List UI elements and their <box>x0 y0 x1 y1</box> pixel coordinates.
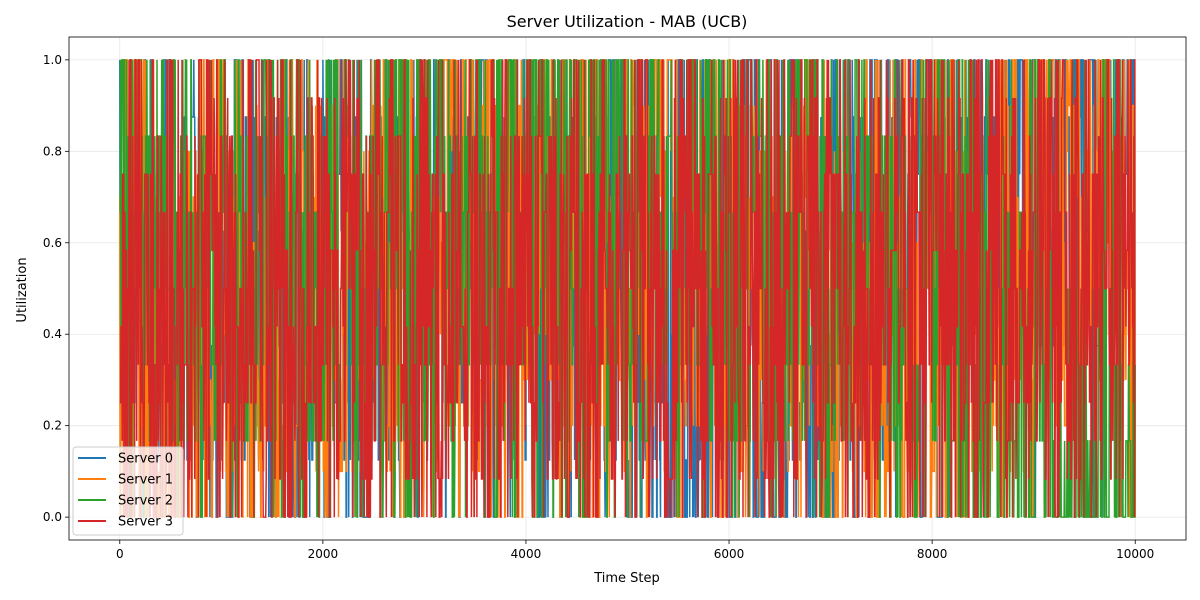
y-tick-label: 0.8 <box>43 144 62 158</box>
legend-box <box>72 446 184 536</box>
series-line-3 <box>119 59 1136 518</box>
y-tick-label: 0.2 <box>43 419 62 433</box>
legend-label: Server 3 <box>118 515 173 530</box>
y-tick-label: 1.0 <box>43 53 62 67</box>
x-tick-label: 4000 <box>511 547 542 561</box>
x-tick-label: 10000 <box>1116 547 1154 561</box>
legend-label: Server 2 <box>118 494 173 509</box>
y-tick-label: 0.4 <box>43 327 62 341</box>
chart-title: Server Utilization - MAB (UCB) <box>507 12 748 31</box>
y-tick-label: 0.6 <box>43 236 62 250</box>
plot-frame <box>68 36 1187 541</box>
series-lines <box>119 59 1136 518</box>
legend-label: Server 1 <box>118 473 173 488</box>
x-tick-label: 8000 <box>917 547 948 561</box>
x-tick-label: 0 <box>116 547 124 561</box>
x-tick-label: 2000 <box>308 547 339 561</box>
y-axis-label: Utilization <box>15 257 30 322</box>
legend: Server 0 Server 1 Server 2 Server 3 <box>72 446 184 536</box>
x-axis-label: Time Step <box>593 571 660 586</box>
legend-label: Server 0 <box>118 452 173 467</box>
y-tick-label: 0.0 <box>43 510 62 524</box>
axis-ticks: 0 2000 4000 6000 8000 10000 0.0 0.2 0.4 0.6 0.8 1.0 <box>43 53 1154 561</box>
x-tick-label: 6000 <box>714 547 745 561</box>
